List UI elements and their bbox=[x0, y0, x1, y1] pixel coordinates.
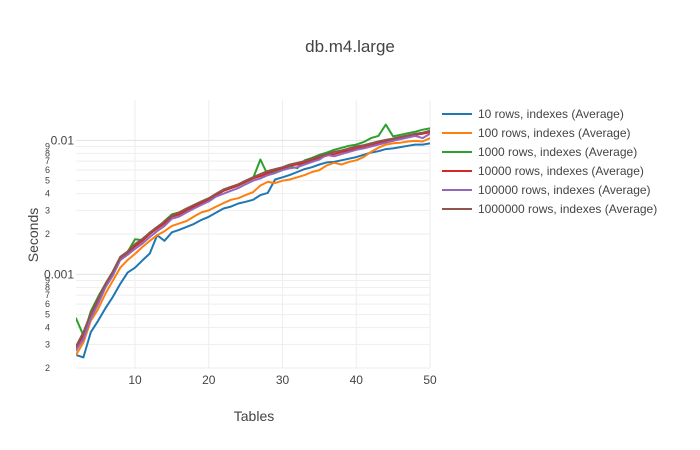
y-minor-tick-label: 9 bbox=[45, 275, 50, 285]
legend-item: 1000 rows, indexes (Average) bbox=[442, 145, 637, 159]
legend-item: 1000000 rows, indexes (Average) bbox=[442, 202, 657, 216]
series-line-2 bbox=[76, 137, 430, 356]
y-minor-tick-label: 8 bbox=[45, 148, 50, 158]
series-line-5 bbox=[76, 132, 430, 352]
y-minor-tick-label: 4 bbox=[45, 323, 50, 333]
grid bbox=[76, 100, 431, 369]
y-minor-tick-label: 5 bbox=[45, 310, 50, 320]
y-minor-tick-label: 7 bbox=[45, 156, 50, 166]
legend-item: 100 rows, indexes (Average) bbox=[442, 126, 631, 140]
series-line-6 bbox=[76, 129, 430, 348]
x-tick-label: 20 bbox=[202, 373, 216, 387]
x-tick-label: 30 bbox=[276, 373, 290, 387]
x-axis-title: Tables bbox=[234, 408, 274, 424]
legend-item: 100000 rows, indexes (Average) bbox=[442, 183, 651, 197]
chart-title: db.m4.large bbox=[305, 37, 395, 56]
y-minor-tick-label: 8 bbox=[45, 282, 50, 292]
legend: 10 rows, indexes (Average) 100 rows, inde… bbox=[442, 107, 657, 216]
legend-label: 100000 rows, indexes (Average) bbox=[478, 183, 651, 197]
x-tick-label: 50 bbox=[423, 373, 437, 387]
legend-label: 1000 rows, indexes (Average) bbox=[478, 145, 637, 159]
y-minor-tick-label: 6 bbox=[45, 299, 50, 309]
y-minor-tick-label: 5 bbox=[45, 176, 50, 186]
y-minor-tick-label: 9 bbox=[45, 141, 50, 151]
y-minor-tick-label: 7 bbox=[45, 290, 50, 300]
series-lines bbox=[76, 123, 430, 359]
y-major-tick-label: 0.001 bbox=[44, 267, 74, 281]
legend-item: 10000 rows, indexes (Average) bbox=[442, 164, 644, 178]
x-tick-label: 40 bbox=[350, 373, 364, 387]
legend-label: 10 rows, indexes (Average) bbox=[478, 107, 624, 121]
legend-label: 10000 rows, indexes (Average) bbox=[478, 164, 644, 178]
y-minor-tick-label: 3 bbox=[45, 339, 50, 349]
legend-item: 10 rows, indexes (Average) bbox=[442, 107, 624, 121]
y-minor-tick-label: 3 bbox=[45, 205, 50, 215]
y-minor-tick-label: 2 bbox=[45, 363, 50, 373]
y-minor-tick-label: 2 bbox=[45, 229, 50, 239]
y-major-tick-label: 0.01 bbox=[51, 133, 75, 147]
legend-label: 100 rows, indexes (Average) bbox=[478, 126, 631, 140]
legend-label: 1000000 rows, indexes (Average) bbox=[478, 202, 657, 216]
x-tick-label: 10 bbox=[128, 373, 142, 387]
y-minor-tick-label: 4 bbox=[45, 189, 50, 199]
y-minor-tick-label: 6 bbox=[45, 165, 50, 175]
y-axis-title: Seconds bbox=[25, 208, 41, 262]
